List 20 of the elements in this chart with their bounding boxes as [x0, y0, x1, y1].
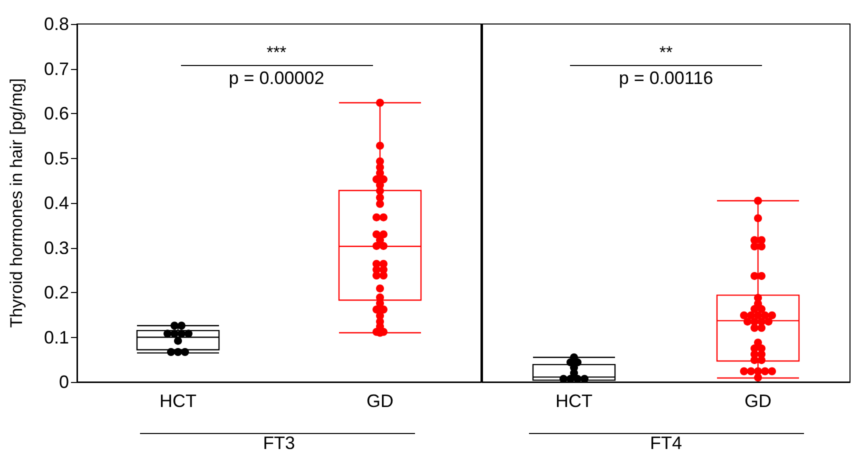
x-tick-label: HCT	[160, 391, 196, 411]
annotation: p = 0.00002	[228, 68, 324, 88]
y-tick-label: 0.8	[44, 14, 69, 34]
x-axis-title: FT4	[650, 433, 682, 453]
y-tick-label: 0.5	[44, 148, 69, 168]
x-tick-label: HCT	[556, 391, 592, 411]
y-tick-label: 0.3	[44, 238, 69, 258]
y-axis-title: Thyroid hormones in hair [pg/mg]	[7, 78, 26, 328]
x-tick-label: GD	[744, 391, 772, 411]
annotation: **	[659, 43, 673, 62]
y-tick-label: 0.4	[44, 193, 69, 213]
y-tick-label: 0.7	[44, 58, 69, 79]
y-tick-label: 0.6	[44, 104, 69, 124]
x-axis-title: FT3	[262, 433, 296, 453]
x-tick-label: GD	[366, 391, 394, 411]
y-tick-label: 0	[58, 372, 69, 392]
y-tick-label: 0.1	[44, 327, 69, 348]
y-tick-label: 0.2	[44, 282, 69, 302]
annotation: ***	[266, 43, 287, 62]
annotation: p = 0.00116	[618, 68, 714, 88]
